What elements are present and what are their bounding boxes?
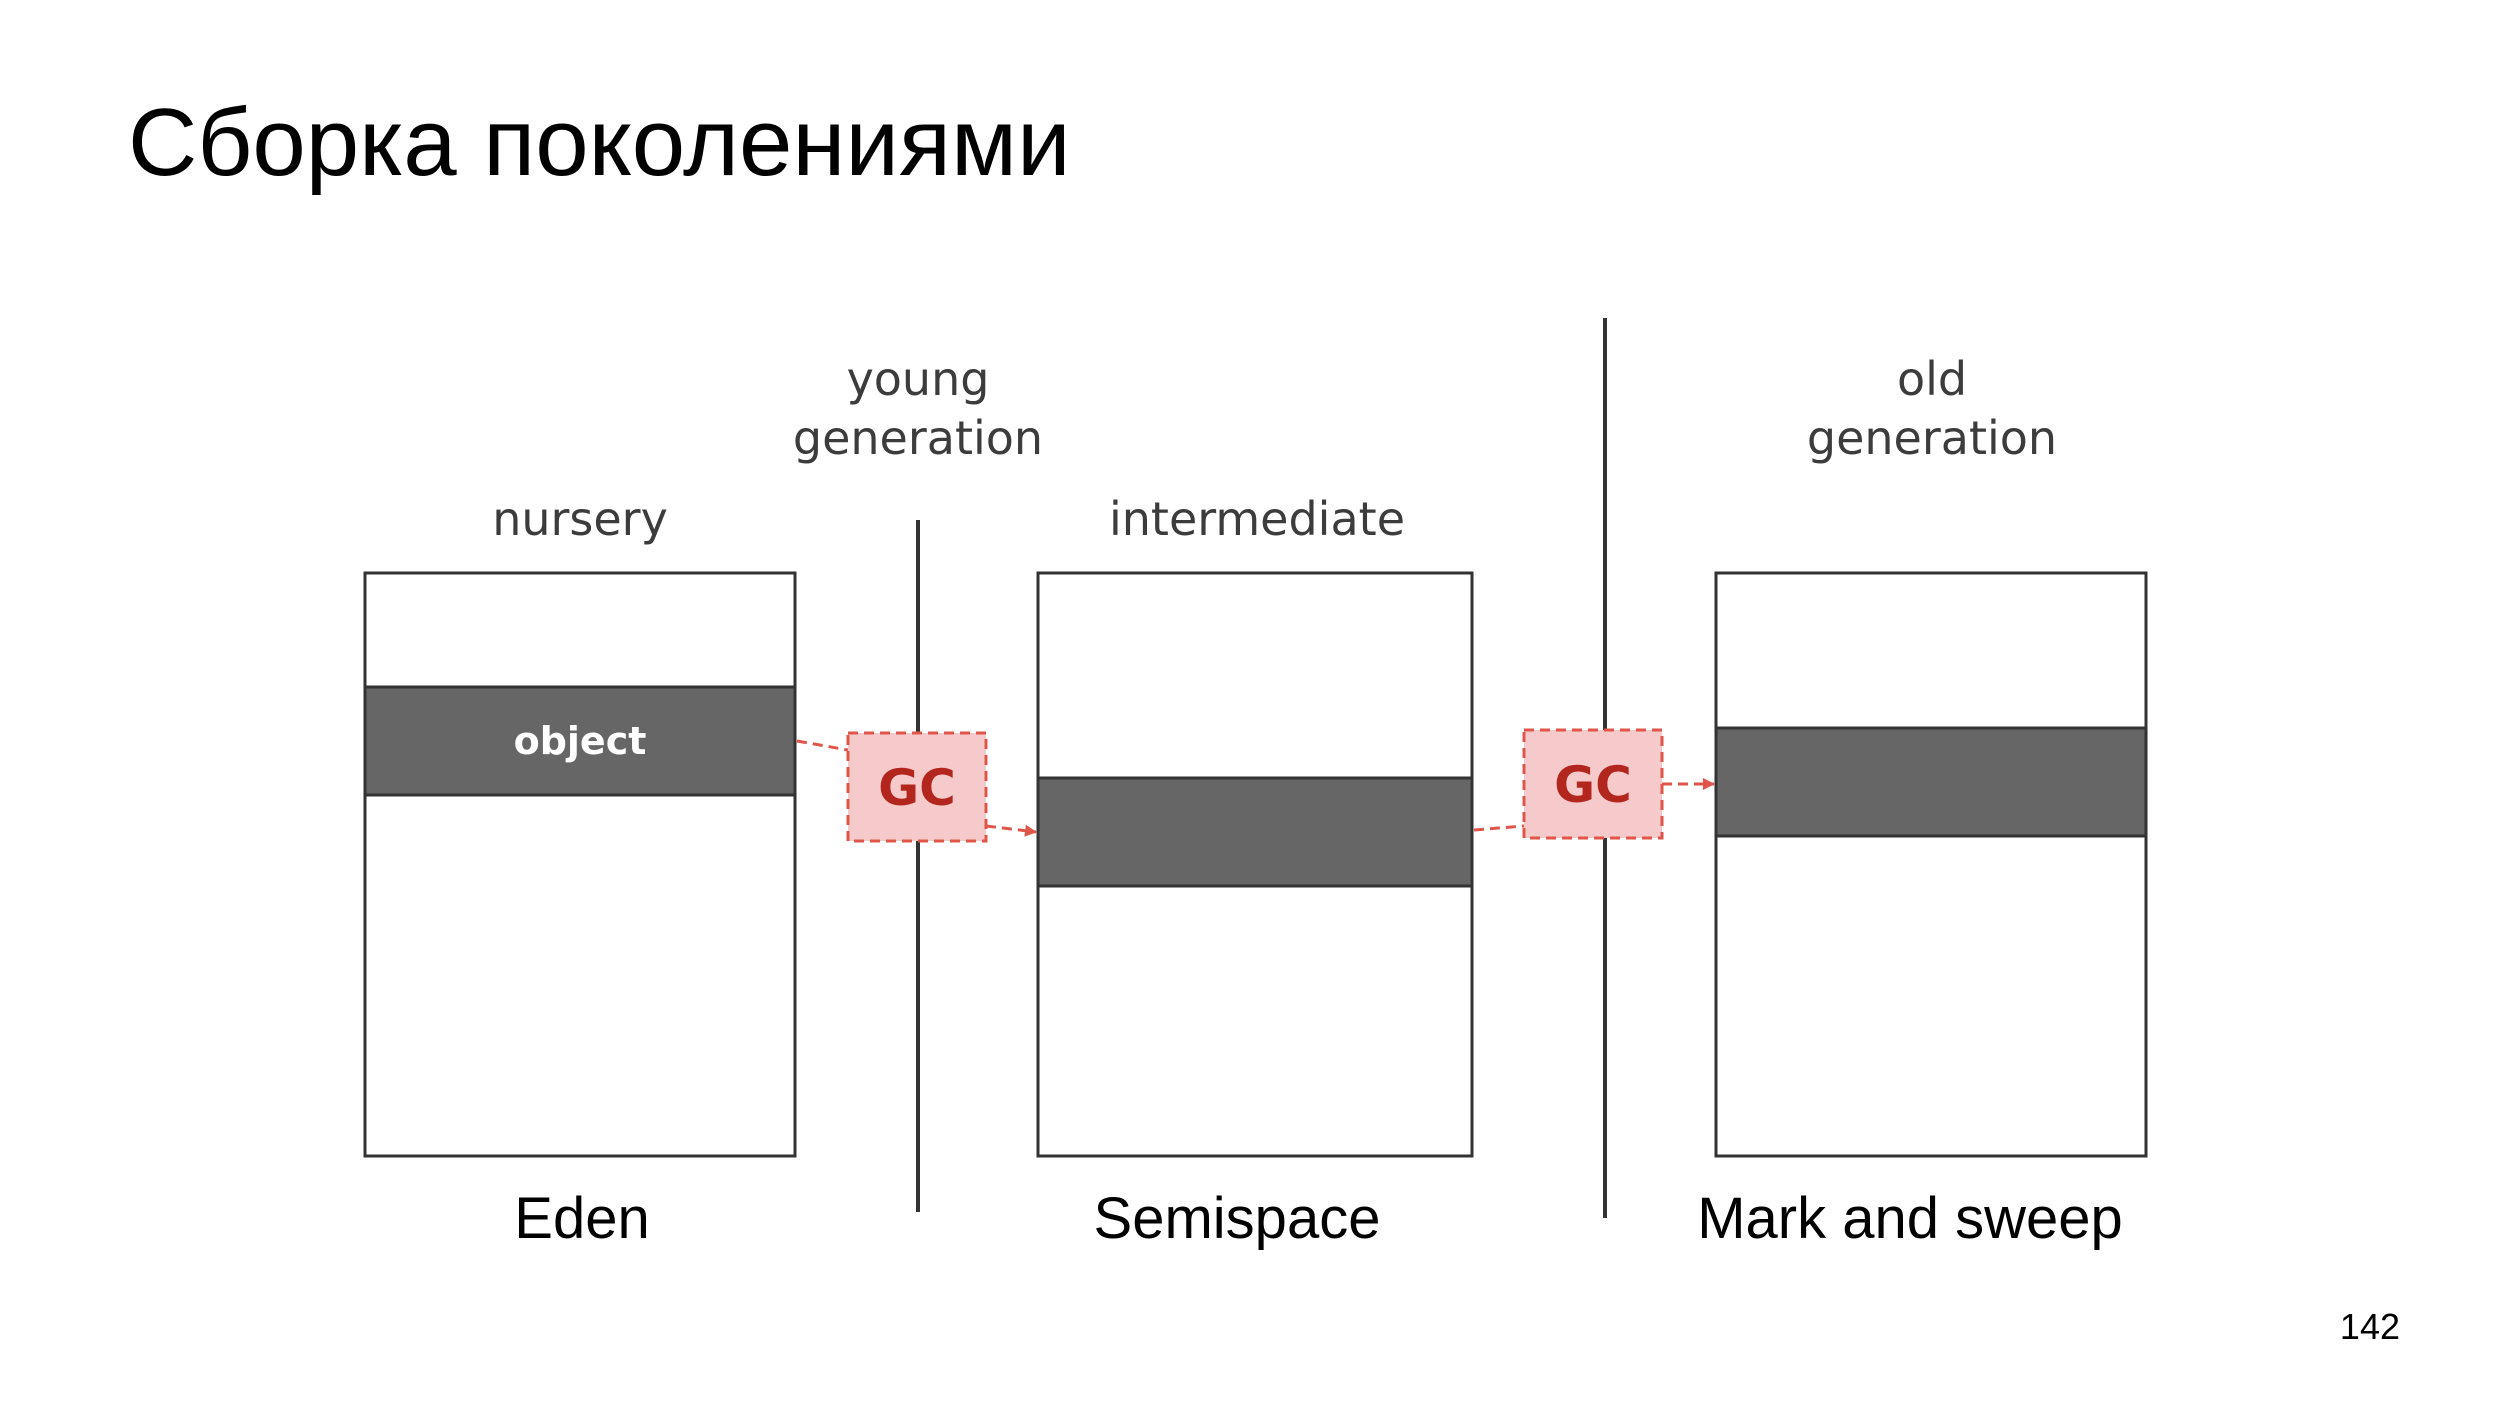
- old-generation-label-line2: generation: [1807, 411, 2057, 465]
- slide-title: Сборка поколениями: [128, 89, 1071, 196]
- nursery-label: nursery: [492, 492, 668, 546]
- intermediate-to-gc-arrow: [1473, 824, 1525, 832]
- young-generation-label-line1: young: [847, 352, 990, 406]
- intermediate-label: intermediate: [1109, 492, 1405, 546]
- gc-box-young: [846, 731, 988, 843]
- old-generation-object-block: [1714, 726, 2148, 838]
- gc-label-young: GC: [878, 759, 956, 817]
- nursery-object-block: [363, 685, 797, 797]
- gc-box-old: [1522, 728, 1664, 840]
- eden-caption: Eden: [514, 1186, 650, 1251]
- page-number: 142: [2339, 1306, 2400, 1347]
- nursery-to-gc-arrow: [796, 739, 849, 752]
- semispace-caption: Semispace: [1093, 1186, 1381, 1251]
- old-generation-label-line1: old: [1897, 352, 1967, 406]
- mark-and-sweep-caption: Mark and sweep: [1697, 1186, 2123, 1251]
- old-generation-box: [1714, 571, 2148, 1158]
- object-label: object: [514, 719, 647, 763]
- young-generation-label-line2: generation: [793, 411, 1043, 465]
- nursery-box: [363, 571, 797, 1158]
- gc-label-old: GC: [1554, 756, 1632, 814]
- intermediate-object-block: [1036, 776, 1474, 888]
- gc-to-intermediate-arrow: [985, 824, 1037, 837]
